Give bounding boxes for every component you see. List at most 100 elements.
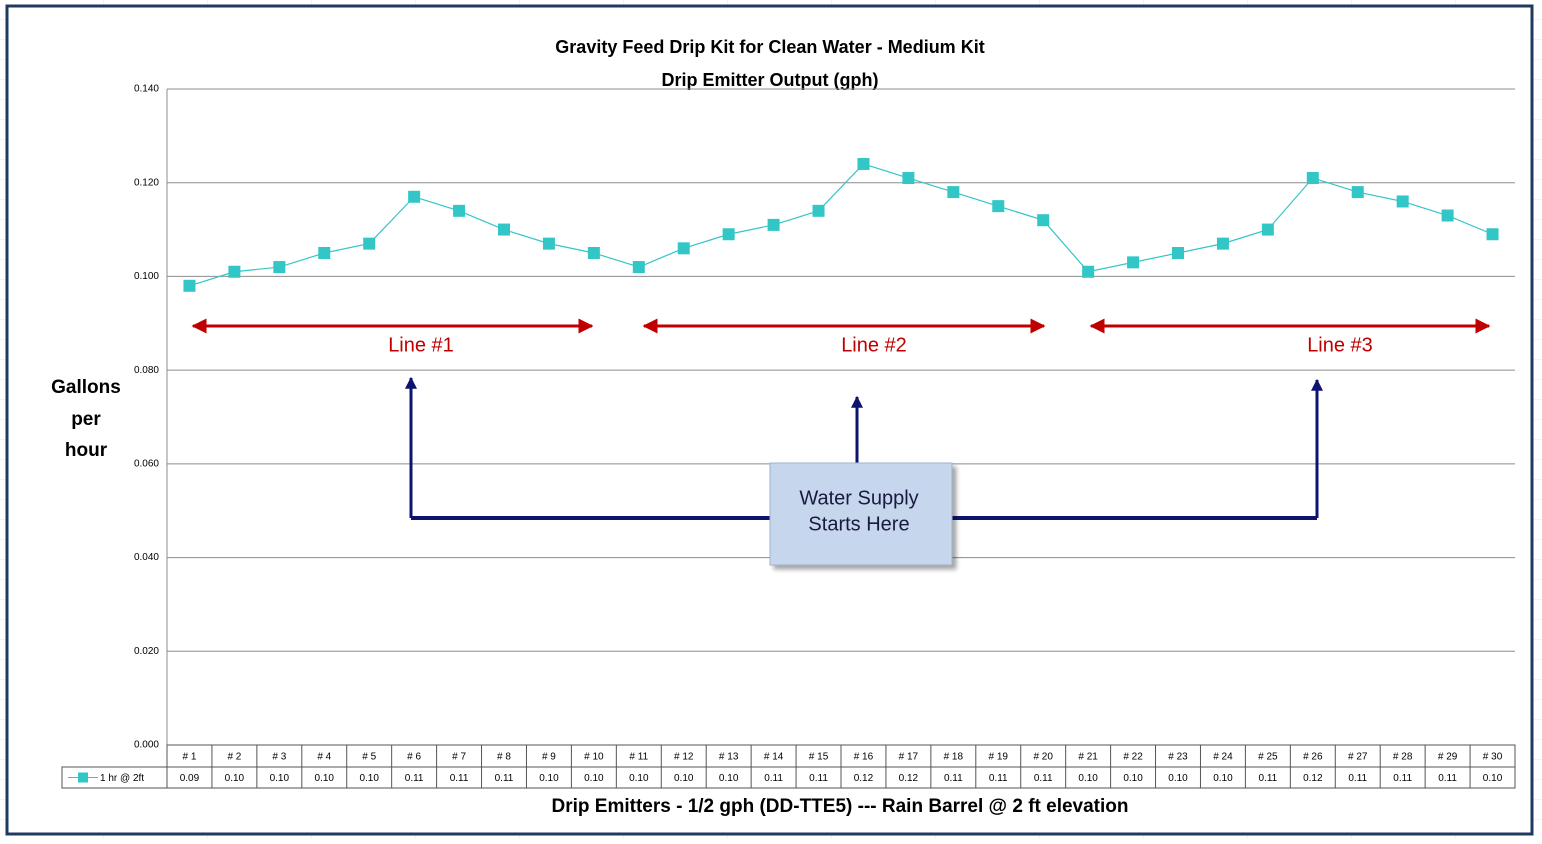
x-tick-label: # 1 [183, 752, 197, 763]
data-point [992, 200, 1005, 213]
y-axis-label: Gallons [51, 377, 121, 398]
x-tick-label: # 22 [1123, 752, 1143, 763]
x-tick-label: # 26 [1303, 752, 1323, 763]
data-point [363, 237, 376, 250]
data-table-value: 0.11 [1034, 773, 1053, 784]
data-table-value: 0.10 [629, 773, 649, 784]
data-point [902, 172, 915, 185]
data-table-legend-cell [61, 766, 168, 789]
x-tick-label: # 19 [989, 752, 1009, 763]
data-point [1082, 265, 1095, 278]
data-table-value: 0.11 [764, 773, 783, 784]
annotations: Line #1 Line #2 Line #3 Water Supply Sta… [191, 318, 1491, 566]
data-table-value: 0.10 [719, 773, 739, 784]
data-table-value: 0.11 [405, 773, 424, 784]
annotation: Line #3 [1307, 334, 1373, 356]
chart-title: Gravity Feed Drip Kit for Clean Water - … [555, 37, 984, 57]
data-table-value: 0.10 [1123, 773, 1143, 784]
x-tick-label: # 20 [1033, 752, 1053, 763]
data-table-value: 0.11 [989, 773, 1008, 784]
x-tick-label: # 30 [1483, 752, 1503, 763]
x-tick-label: # 29 [1438, 752, 1458, 763]
x-tick-label: # 14 [764, 752, 784, 763]
series-line [189, 163, 1493, 287]
data-point [1172, 247, 1184, 259]
data-table-value: 0.11 [495, 773, 514, 784]
data-table-value: 0.11 [809, 773, 828, 784]
data-point [273, 261, 286, 274]
data-point [1037, 214, 1050, 227]
data-point [228, 265, 241, 278]
data-table-value: 0.10 [584, 773, 604, 784]
x-tick-label: # 8 [497, 752, 511, 763]
data-table-value: 0.12 [854, 773, 874, 784]
x-tick-label: # 24 [1213, 752, 1233, 763]
data-point [183, 279, 196, 292]
data-point [498, 223, 510, 236]
x-tick-label: # 4 [317, 752, 331, 763]
y-tick-label: 0.060 [134, 458, 159, 469]
x-tick-label: # 18 [944, 752, 964, 763]
y-tick-label: 0.020 [134, 646, 159, 657]
data-point [1216, 237, 1229, 250]
x-tick-label: # 17 [899, 752, 919, 763]
legend-label: 1 hr @ 2ft [100, 773, 144, 784]
data-point [542, 237, 555, 250]
x-tick-label: # 12 [674, 752, 694, 763]
data-point [767, 218, 780, 231]
y-tick-label: 0.100 [134, 271, 159, 282]
data-table-value: 0.10 [674, 773, 694, 784]
plot-area: 0.000 0.020 0.040 0.060 0.080 0.100 0.120 0.140… [61, 84, 1516, 789]
data-point [587, 247, 600, 259]
data-table-value: 0.12 [1303, 773, 1323, 784]
data-table-value: 0.10 [359, 773, 379, 784]
legend-marker [78, 772, 88, 783]
data-point [1396, 195, 1409, 208]
x-tick-label: # 10 [584, 752, 604, 763]
chart-frame [5, 4, 1534, 836]
data-table-value: 0.11 [1258, 773, 1277, 784]
x-tick-label: # 15 [809, 752, 829, 763]
x-axis-label: Drip Emitters - 1/2 gph (DD-TTE5) --- Ra… [552, 796, 1129, 817]
data-point [1127, 256, 1140, 269]
data-point [632, 261, 645, 274]
data-table-value: 0.10 [539, 773, 559, 784]
data-table-value: 0.10 [225, 773, 245, 784]
data-table-value: 0.11 [1348, 773, 1367, 784]
data-point [408, 190, 421, 203]
data-point [1486, 228, 1499, 241]
data-table-value: 0.10 [315, 773, 335, 784]
data-table-value: 0.11 [944, 773, 963, 784]
y-tick-label: 0.140 [134, 84, 159, 95]
data-table-value: 0.10 [1483, 773, 1503, 784]
callout-box [769, 462, 953, 566]
data-table-value: 0.10 [270, 773, 290, 784]
data-point [1261, 223, 1274, 236]
x-tick-label: # 5 [362, 752, 376, 763]
y-tick-label: 0.080 [134, 365, 159, 376]
x-tick-label: # 25 [1258, 752, 1278, 763]
x-tick-label: # 13 [719, 752, 739, 763]
data-table-value: 0.09 [180, 773, 200, 784]
x-tick-label: # 23 [1168, 752, 1188, 763]
data-point [453, 204, 466, 217]
data-point [1441, 209, 1454, 222]
callout-text: Starts Here [808, 513, 909, 535]
chart-subtitle: Drip Emitter Output (gph) [662, 70, 879, 90]
callout-text: Water Supply [799, 487, 918, 509]
x-tick-label: # 2 [227, 752, 241, 763]
data-table-value: 0.10 [1213, 773, 1233, 784]
data-point [318, 247, 331, 259]
y-axis-label: hour [65, 440, 108, 461]
y-axis-label: per [71, 409, 101, 430]
x-tick-label: # 28 [1393, 752, 1413, 763]
data-point [677, 242, 690, 255]
data-point [947, 186, 960, 199]
x-tick-label: # 3 [272, 752, 286, 763]
x-tick-label: # 21 [1078, 752, 1098, 763]
data-point [1351, 186, 1364, 199]
data-table-value: 0.11 [1393, 773, 1412, 784]
y-tick-label: 0.040 [134, 552, 159, 563]
